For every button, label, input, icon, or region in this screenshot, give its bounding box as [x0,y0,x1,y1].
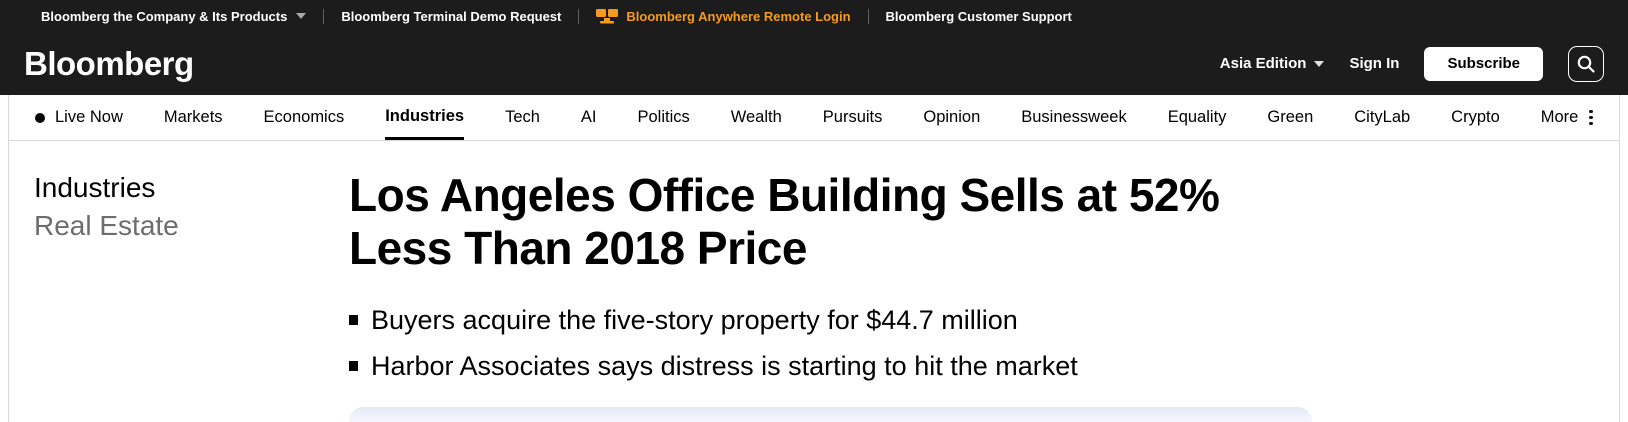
subscribe-button[interactable]: Subscribe [1424,46,1543,81]
utility-link-customer-support[interactable]: Bloomberg Customer Support [867,8,1089,24]
nav-item-economics[interactable]: Economics [264,95,345,140]
nav-item-more[interactable]: More [1541,95,1593,140]
nav-item-label: Industries [385,106,465,125]
nav-item-label: Pursuits [822,108,883,126]
nav-item-citylab[interactable]: CityLab [1354,95,1410,140]
utility-bar: Bloomberg the Company & Its Products Blo… [0,0,1628,32]
nav-item-pursuits[interactable]: Pursuits [823,95,883,140]
nav-item-green[interactable]: Green [1267,95,1313,140]
edition-label: Asia Edition [1219,55,1307,72]
promo-card-top [349,407,1312,422]
chevron-down-icon [1314,60,1325,67]
search-button[interactable] [1568,45,1604,82]
nav-item-label: Opinion [923,108,981,126]
edition-selector[interactable]: Asia Edition [1220,55,1325,72]
nav-item-live-now[interactable]: Live Now [35,95,123,140]
article-header: Industries Real Estate Los Angeles Offic… [9,141,1619,422]
page-frame: Live Now Markets Economics Industries [8,95,1620,422]
nav-item-label: Economics [263,108,345,126]
nav-item-label: More [1540,108,1579,126]
utility-link-label: Bloomberg Terminal Demo Request [341,8,562,24]
bloomberg-logo[interactable]: Bloomberg [24,44,194,82]
key-point-item: Buyers acquire the five-story property f… [349,297,1619,343]
live-dot-icon [35,112,45,123]
utility-link-label: Bloomberg the Company & Its Products [41,8,288,24]
nav-item-opinion[interactable]: Opinion [923,95,980,140]
utility-link-company[interactable]: Bloomberg the Company & Its Products [24,9,323,24]
nav-item-label: Green [1267,108,1314,126]
nav-item-label: Live Now [55,108,123,126]
article-main-column: Los Angeles Office Building Sells at 52%… [349,169,1619,422]
header-actions: Asia Edition Sign In Subscribe [1220,45,1604,82]
utility-link-terminal-demo[interactable]: Bloomberg Terminal Demo Request [323,8,578,24]
nav-item-equality[interactable]: Equality [1168,95,1227,140]
nav-item-label: Wealth [730,108,782,126]
nav-item-ai[interactable]: AI [581,95,597,140]
utility-link-label: Bloomberg Anywhere Remote Login [626,8,851,24]
nav-item-label: Politics [637,108,690,126]
nav-item-markets[interactable]: Markets [164,95,223,140]
primary-nav: Live Now Markets Economics Industries [9,95,1619,141]
search-icon [1577,55,1595,73]
key-point-item: Harbor Associates says distress is start… [349,343,1619,389]
nav-item-label: Businessweek [1021,108,1127,126]
nav-item-label: Crypto [1451,108,1500,126]
breadcrumb: Industries Real Estate [34,169,349,422]
terminal-icon [596,8,619,24]
site-header: Bloomberg Asia Edition Sign In Subscribe [0,32,1628,95]
breadcrumb-subsection[interactable]: Real Estate [34,210,179,241]
nav-item-label: Markets [163,108,223,126]
nav-item-businessweek[interactable]: Businessweek [1021,95,1126,140]
more-menu-icon[interactable] [1589,109,1593,126]
nav-item-label: CityLab [1354,108,1411,126]
nav-item-industries[interactable]: Industries [385,95,465,140]
article-headline: Los Angeles Office Building Sells at 52%… [349,169,1220,274]
utility-link-label: Bloomberg Customer Support [885,8,1072,24]
sign-in-link[interactable]: Sign In [1349,55,1400,72]
article-key-points: Buyers acquire the five-story property f… [349,297,1619,389]
nav-item-label: Equality [1167,108,1227,126]
breadcrumb-section[interactable]: Industries [34,172,156,203]
utility-link-anywhere-login[interactable]: Bloomberg Anywhere Remote Login [578,8,867,24]
nav-item-label: Tech [505,108,540,126]
nav-item-label: AI [580,108,597,126]
nav-item-crypto[interactable]: Crypto [1451,95,1500,140]
nav-item-wealth[interactable]: Wealth [731,95,782,140]
nav-item-politics[interactable]: Politics [637,95,689,140]
nav-item-tech[interactable]: Tech [505,95,540,140]
chevron-down-icon [296,13,307,19]
